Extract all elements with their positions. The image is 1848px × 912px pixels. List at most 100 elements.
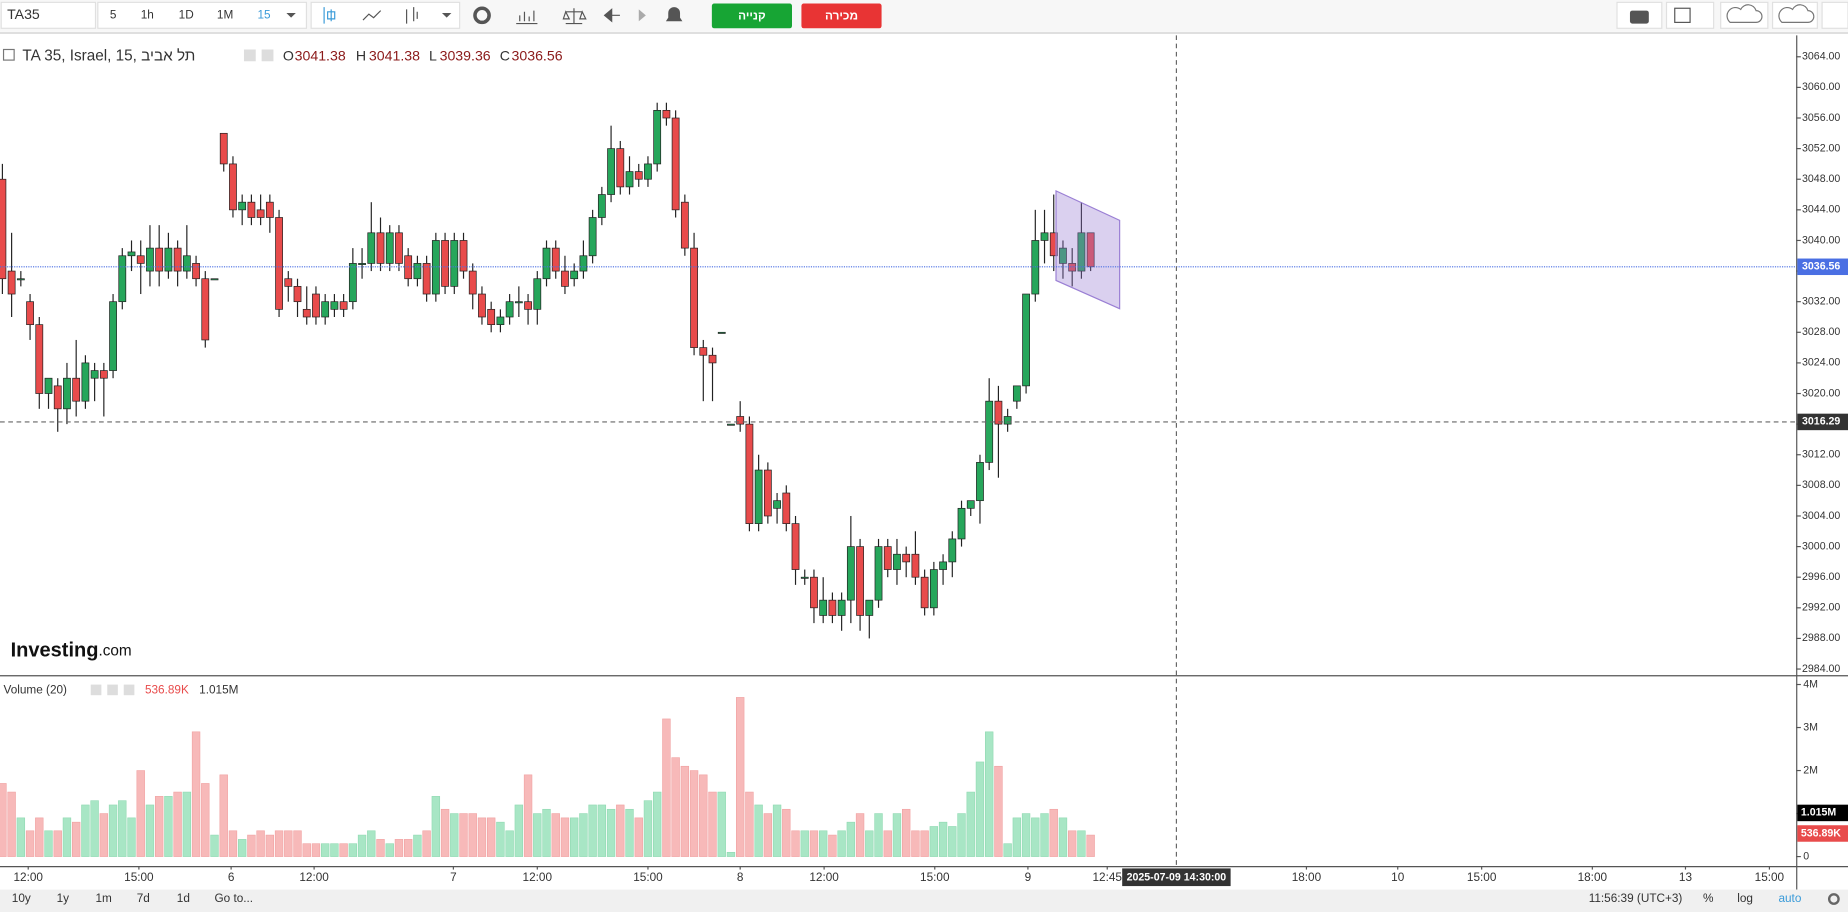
volume-bar <box>357 834 367 857</box>
bar-icon[interactable] <box>406 7 418 24</box>
auto-toggle[interactable]: auto <box>1778 892 1801 905</box>
candle-body <box>312 293 320 318</box>
candle-body <box>155 247 164 272</box>
volume-bar <box>800 830 809 857</box>
interval[interactable]: 1h <box>141 8 154 21</box>
y-tick-label: 2996.00 <box>1802 571 1840 583</box>
range-button[interactable]: 1m <box>95 892 112 905</box>
candle-body <box>763 469 772 517</box>
volume-bar <box>164 796 173 857</box>
volume-bar <box>938 821 948 857</box>
candle-body <box>395 232 403 264</box>
y-tick-label: 3024.00 <box>1802 357 1840 369</box>
cloud-icon <box>1778 4 1815 23</box>
candle-body <box>819 599 828 616</box>
legend-icon[interactable] <box>243 49 256 62</box>
candle-body <box>782 492 791 524</box>
volume-bar <box>828 834 837 857</box>
volume-bar <box>708 791 717 857</box>
dropdown-icon[interactable] <box>441 12 452 18</box>
toolbar <box>0 0 1848 32</box>
candle-body <box>164 247 173 272</box>
y-tick-label: 2984.00 <box>1802 663 1840 675</box>
y-tick-label: 2988.00 <box>1802 632 1840 644</box>
candle-body <box>487 308 496 325</box>
volume-bar <box>182 791 192 857</box>
legend-icon[interactable] <box>107 684 118 696</box>
goto-button[interactable]: Go to... <box>215 892 254 905</box>
compare-icon[interactable] <box>562 8 587 25</box>
candle-body <box>561 270 569 287</box>
crosshair-time-tag <box>1122 868 1231 887</box>
legend-icon[interactable] <box>90 684 102 696</box>
candle-body <box>708 354 717 364</box>
line-icon[interactable] <box>362 10 382 21</box>
range-button[interactable]: 1y <box>57 892 70 905</box>
collapse-icon[interactable] <box>2 48 15 61</box>
legend-icon[interactable] <box>123 684 135 696</box>
sell-button[interactable] <box>801 3 882 29</box>
legend-icon[interactable] <box>261 49 274 62</box>
volume-bar <box>782 808 791 857</box>
candle-icon[interactable] <box>323 7 336 24</box>
candle-body <box>109 301 117 371</box>
candle-body <box>339 301 348 310</box>
load-button[interactable] <box>1720 1 1769 29</box>
x-tick-label: 13 <box>1679 871 1693 884</box>
volume-bar <box>118 800 127 857</box>
buy-button[interactable] <box>711 3 792 29</box>
interval[interactable]: 5 <box>110 8 117 21</box>
range-button[interactable]: 1d <box>177 892 190 905</box>
volume-bar <box>616 804 625 857</box>
volume-bar <box>486 817 496 857</box>
interval[interactable]: 1D <box>179 8 194 21</box>
candle-body <box>634 171 643 180</box>
volume-bar <box>228 830 238 857</box>
volume-bar <box>717 791 726 857</box>
candle-body <box>1003 416 1012 425</box>
volume-bar <box>966 791 975 857</box>
candle-body <box>26 301 34 325</box>
volume-bar <box>367 830 376 857</box>
volume-bar <box>902 808 911 857</box>
alert-icon[interactable] <box>665 7 683 22</box>
candle-body <box>865 599 874 616</box>
volume-bar <box>71 821 81 857</box>
candle-body <box>16 278 25 281</box>
dropdown-icon[interactable] <box>286 12 296 18</box>
logo-brand: Investing <box>11 640 99 662</box>
interval[interactable]: 1M <box>217 8 233 21</box>
volume-bar <box>348 843 358 857</box>
indicators-icon[interactable] <box>516 10 538 25</box>
fullscreen-button[interactable] <box>1821 1 1848 29</box>
candle-body <box>800 576 809 579</box>
range-button[interactable]: 7d <box>137 892 150 905</box>
settings-icon[interactable] <box>1827 893 1840 905</box>
candle-body <box>321 301 330 318</box>
volume-bar <box>7 791 16 857</box>
candle-body <box>478 293 486 318</box>
y-tick-label: 3012.00 <box>1802 449 1840 461</box>
candle-body <box>810 576 818 609</box>
undo-icon[interactable] <box>603 8 620 23</box>
settings-icon[interactable] <box>473 6 491 25</box>
volume-bar <box>699 774 708 857</box>
volume-bar <box>0 783 7 857</box>
volume-bar <box>25 830 35 857</box>
chart-type-group[interactable] <box>310 1 461 29</box>
volume-bar <box>542 808 551 857</box>
volume-bar <box>948 826 957 857</box>
symbol-box[interactable] <box>0 1 97 29</box>
volume-bar <box>81 804 90 857</box>
volume-bar <box>957 813 966 857</box>
range-button[interactable]: 10y <box>12 892 31 905</box>
drawing-channel <box>1055 189 1121 310</box>
log-toggle[interactable]: log <box>1737 892 1753 905</box>
volume-bar <box>1086 834 1095 857</box>
interval-active[interactable]: 15 <box>257 8 271 21</box>
percent-toggle[interactable]: % <box>1703 892 1714 905</box>
volume-bar <box>376 839 385 857</box>
redo-icon[interactable] <box>638 9 646 22</box>
volume-bar <box>1003 843 1012 857</box>
y-tick-label: 3064.00 <box>1802 51 1840 63</box>
